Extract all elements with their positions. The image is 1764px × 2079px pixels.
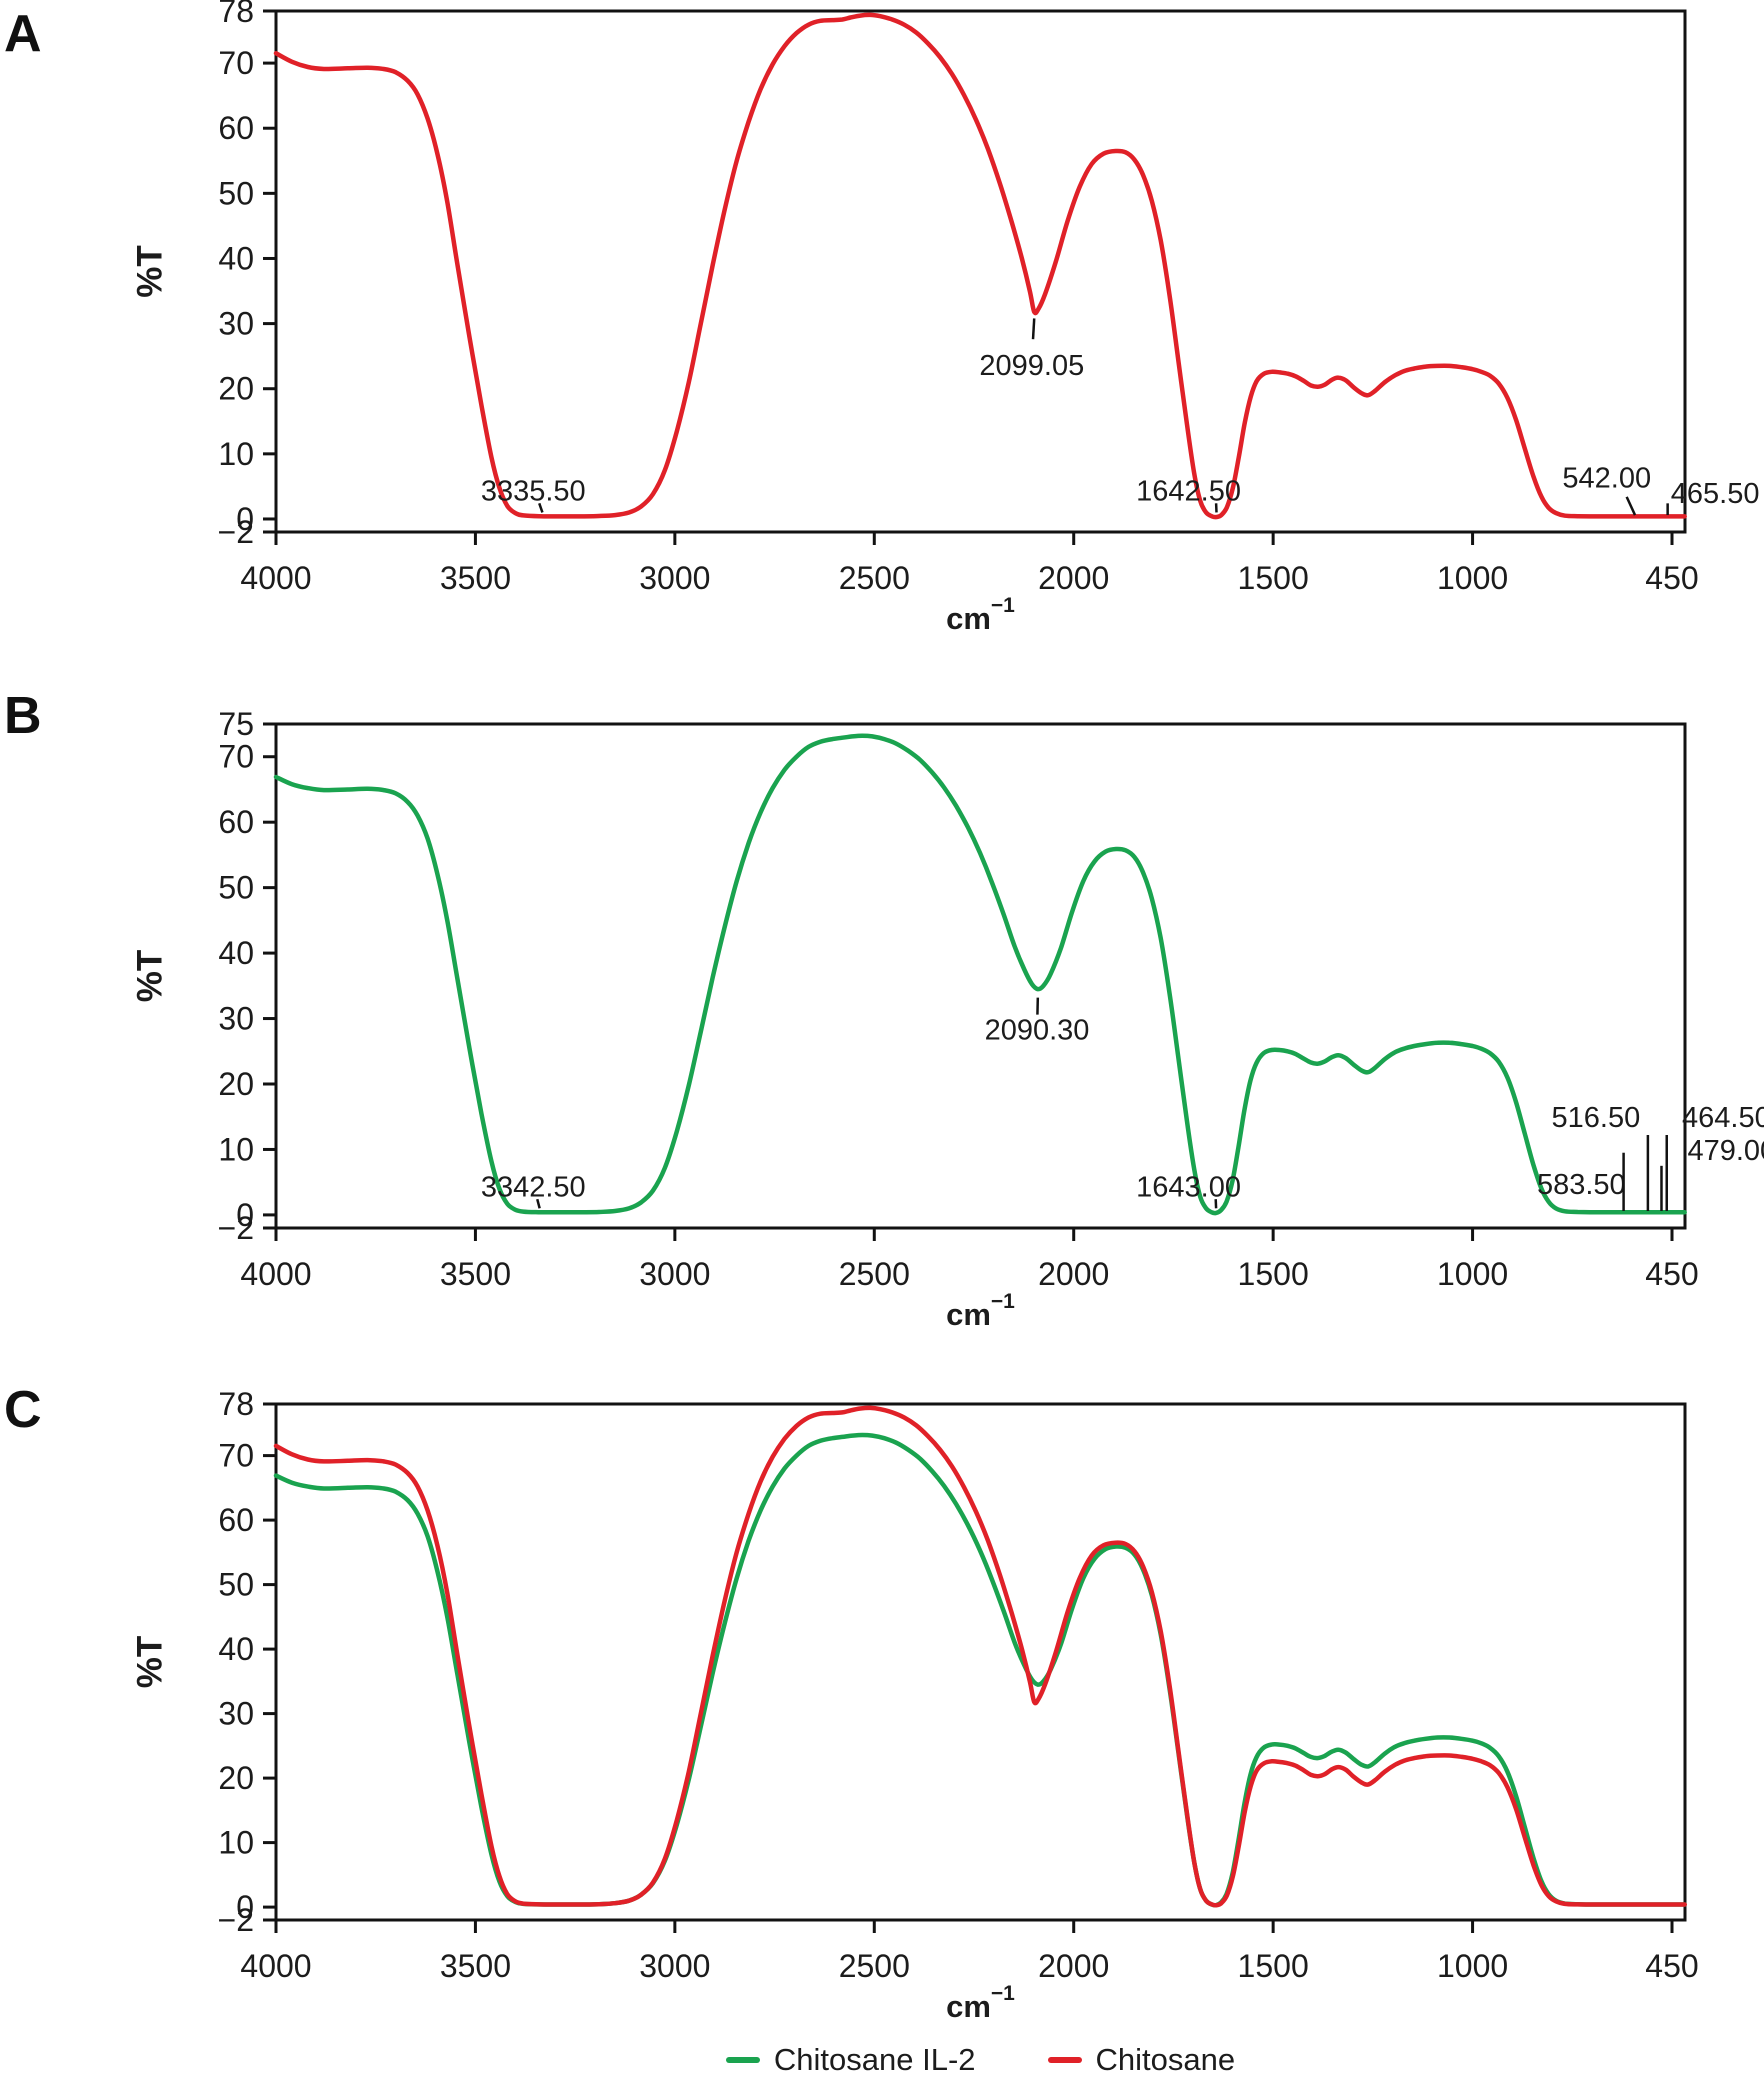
x-tick-label-b: 3000 (639, 1256, 710, 1292)
y-tick-label-c: 50 (218, 1567, 254, 1603)
x-tick-label-a: 1000 (1437, 560, 1508, 596)
x-tick-label-c: 2500 (839, 1948, 910, 1984)
y-tick-label-c: 70 (218, 1438, 254, 1474)
x-tick-label-c: 450 (1645, 1948, 1698, 1984)
x-tick-label-b: 4000 (240, 1256, 311, 1292)
y-tick-label-c: 60 (218, 1502, 254, 1538)
y-tick-label-a: −2 (218, 514, 254, 550)
y-tick-label-a: 78 (218, 0, 254, 29)
y-tick-label-b: 75 (218, 706, 254, 742)
plot-frame-a (274, 9, 1687, 534)
x-tick-label-c: 3000 (639, 1948, 710, 1984)
peak-annotation-a-465-50: 465.50 (1671, 478, 1760, 510)
y-tick-label-a: 20 (218, 371, 254, 407)
x-tick-label-c: 4000 (240, 1948, 311, 1984)
x-tick-label-a: 2000 (1038, 560, 1109, 596)
peak-annotation-a-1642-50: 1642.50 (1136, 476, 1241, 508)
x-tick-label-a: 4000 (240, 560, 311, 596)
peak-annotation-a-2099-05: 2099.05 (979, 350, 1084, 382)
y-tick-label-c: 0 (236, 1889, 254, 1925)
spectrum-curve-chitosane-panel-a (273, 12, 1687, 520)
x-tick-label-b: 3500 (440, 1256, 511, 1292)
x-tick-label-b: 450 (1645, 1256, 1698, 1292)
plot-frame-c (274, 1402, 1687, 1922)
x-tick-label-a: 3000 (639, 560, 710, 596)
y-axis-title-c: %T (131, 1636, 170, 1689)
x-tick-label-b: 1500 (1238, 1256, 1309, 1292)
y-tick-label-a: 50 (218, 175, 254, 211)
y-tick-label-b: 10 (218, 1131, 254, 1167)
y-tick-label-c: 10 (218, 1825, 254, 1861)
legend-item-chitosane: Chitosane (1047, 2041, 1236, 2078)
y-tick-label-b: 30 (218, 1001, 254, 1037)
legend-swatch-red-line-icon (1047, 2056, 1082, 2063)
x-tick-label-b: 2000 (1038, 1256, 1109, 1292)
annotation-leader-a (538, 502, 544, 513)
panel-label-c: C (4, 1381, 42, 1439)
y-tick-label-a: 60 (218, 110, 254, 146)
peak-annotation-b-464-50: 464.50 (1682, 1102, 1764, 1134)
y-tick-label-b: 40 (218, 935, 254, 971)
y-tick-label-a: 30 (218, 306, 254, 342)
y-tick-label-a: 70 (218, 45, 254, 81)
y-tick-label-a: 10 (218, 436, 254, 472)
x-axis-title-a: cm−1 (946, 594, 1015, 636)
legend: Chitosane IL-2 Chitosane (276, 2040, 1685, 2079)
annotation-leader-a (1625, 496, 1637, 516)
y-axis-title-b: %T (131, 950, 170, 1003)
y-tick-label-c: 78 (218, 1386, 254, 1422)
y-tick-label-b: 0 (236, 1197, 254, 1233)
y-tick-label-c: −2 (218, 1902, 254, 1938)
legend-label-chitosane: Chitosane (1095, 2041, 1236, 2077)
panel-label-a: A (4, 5, 42, 63)
x-tick-label-c: 1500 (1238, 1948, 1309, 1984)
panel-label-b: B (4, 687, 42, 745)
peak-annotation-a-3335-50: 3335.50 (481, 476, 586, 508)
y-tick-label-a: 40 (218, 240, 254, 276)
peak-annotation-b-3342-50: 3342.50 (481, 1171, 586, 1203)
peak-annotation-a-542-00: 542.00 (1562, 463, 1651, 495)
y-tick-label-b: 20 (218, 1066, 254, 1102)
peak-annotation-b-1643-00: 1643.00 (1136, 1171, 1241, 1203)
x-tick-label-b: 1000 (1437, 1256, 1508, 1292)
plot-frame-b (274, 722, 1687, 1230)
y-tick-label-c: 40 (218, 1631, 254, 1667)
y-tick-label-b: 60 (218, 804, 254, 840)
y-tick-label-b: 50 (218, 870, 254, 906)
x-axis-title-c: cm−1 (946, 1982, 1015, 2024)
x-tick-label-a: 3500 (440, 560, 511, 596)
legend-item-chitosane-il2: Chitosane IL-2 (725, 2041, 976, 2078)
x-tick-label-c: 1000 (1437, 1948, 1508, 1984)
y-tick-label-b: −2 (218, 1210, 254, 1246)
annotation-leader-b (536, 1198, 541, 1209)
peak-annotation-b-479-00: 479.00 (1687, 1135, 1764, 1167)
x-tick-label-a: 1500 (1238, 560, 1309, 596)
spectrum-curve-chitosane-panel-c (273, 1405, 1687, 1908)
y-tick-label-c: 30 (218, 1696, 254, 1732)
x-tick-label-b: 2500 (839, 1256, 910, 1292)
x-axis-title-b: cm−1 (946, 1290, 1015, 1332)
x-tick-label-a: 2500 (839, 560, 910, 596)
annotation-leader-a (1031, 318, 1036, 340)
legend-label-chitosane-il2: Chitosane IL-2 (773, 2041, 976, 2077)
peak-annotation-b-516-50: 516.50 (1552, 1102, 1641, 1134)
y-tick-label-c: 20 (218, 1760, 254, 1796)
x-tick-label-c: 3500 (440, 1948, 511, 1984)
peak-annotation-b-583-50: 583.50 (1537, 1169, 1626, 1201)
legend-swatch-green-line-icon (725, 2056, 760, 2063)
peak-annotation-b-2090-30: 2090.30 (985, 1014, 1090, 1046)
spectrum-curve-chitosane_il2-panel-b (273, 733, 1687, 1216)
y-axis-title-a: %T (131, 245, 170, 298)
x-tick-label-a: 450 (1645, 560, 1698, 596)
x-tick-label-c: 2000 (1038, 1948, 1109, 1984)
y-tick-label-a: 0 (236, 501, 254, 537)
y-tick-label-b: 70 (218, 739, 254, 775)
